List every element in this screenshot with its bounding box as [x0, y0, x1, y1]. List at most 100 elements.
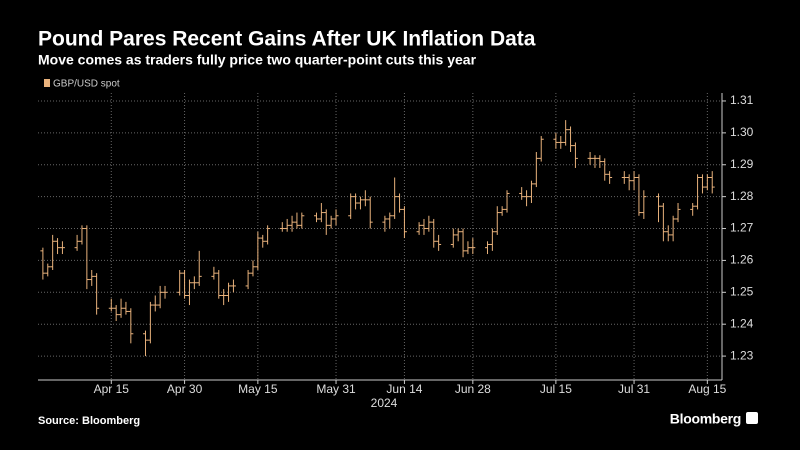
ohlc-bar [186, 279, 192, 306]
ohlc-bar [587, 151, 593, 165]
ohlc-bar [568, 126, 574, 152]
brand-logo: Bloomberg [670, 411, 758, 427]
ohlc-bar [533, 151, 539, 188]
ohlc-bar [558, 136, 564, 149]
ohlc-bar [152, 295, 158, 312]
ohlc-bar [670, 215, 676, 242]
ohlc-bar [353, 193, 359, 210]
ohlc-bar [216, 269, 222, 299]
ohlc-bar [416, 222, 422, 235]
ohlc-bar [704, 174, 710, 191]
x-tick-label: Jul 31 [618, 382, 650, 396]
ohlc-bar [465, 241, 471, 255]
ohlc-bar [147, 301, 153, 344]
ohlc-bar [499, 206, 505, 216]
ohlc-bar [436, 234, 442, 251]
x-tick-label: Apr 15 [94, 382, 130, 396]
ohlc-bar [260, 234, 266, 248]
x-tick-label: May 31 [316, 382, 356, 396]
ohlc-bar [431, 218, 437, 248]
ohlc-bar [289, 215, 295, 232]
ohlc-bar [519, 187, 525, 200]
ohlc-bar [426, 215, 432, 232]
legend-label: GBP/USD spot [53, 79, 120, 90]
y-tick-label: 1.25 [730, 284, 754, 298]
ohlc-bar [504, 190, 510, 213]
ohlc-bar [230, 279, 236, 293]
y-tick-label: 1.30 [730, 125, 754, 139]
ohlc-bar [597, 155, 603, 168]
ohlc-bar [265, 225, 271, 245]
ohlc-bar [538, 136, 544, 162]
ohlc-bar [494, 206, 500, 235]
ohlc-bar [74, 234, 80, 251]
brand-icon [746, 412, 758, 424]
chart-title: Pound Pares Recent Gains After UK Inflat… [38, 28, 536, 51]
ohlc-bar [563, 120, 569, 146]
ohlc-bar [255, 231, 261, 270]
ohlc-bar [460, 228, 466, 258]
ohlc-bar [221, 289, 227, 306]
ohlc-bar [470, 238, 476, 255]
ohlc-bar [113, 305, 119, 322]
ohlc-bar [318, 203, 324, 223]
ohlc-bar [50, 234, 56, 270]
ohlc-bar [94, 273, 100, 315]
ohlc-bar [362, 190, 368, 207]
ohlc-bar [572, 142, 578, 168]
ohlc-bar [397, 193, 403, 213]
chart-subtitle: Move comes as traders fully price two qu… [38, 52, 477, 68]
ohlc-bar [636, 174, 642, 216]
x-axis-label: 2024 [371, 396, 398, 410]
ohlc-bar [665, 225, 671, 242]
ohlc-bar [245, 269, 251, 290]
ohlc-bar [40, 247, 46, 280]
ohlc-bar [123, 301, 129, 315]
plot: 1.23 1.24 1.25 1.26 1.27 1.28 1.29 1.30 1.31 Apr … [38, 93, 754, 396]
ohlc-bar [690, 203, 696, 216]
ohlc-bar [313, 212, 319, 223]
y-tick-label: 1.24 [730, 316, 754, 330]
ohlc-bar [421, 218, 427, 235]
x-tick-label: Aug 15 [688, 382, 726, 396]
ohlc-bar [294, 212, 300, 229]
ohlc-bar [602, 158, 608, 181]
ohlc-bar [84, 225, 90, 290]
ohlc-bar [641, 190, 647, 219]
ohlc-bar [128, 308, 134, 344]
y-tick-label: 1.26 [730, 253, 754, 267]
ohlc-bar [211, 266, 217, 280]
ohlc-bar [182, 269, 188, 299]
ohlc-bar [675, 203, 681, 223]
ohlc-bar [157, 285, 163, 309]
ohlc-bar [626, 174, 632, 191]
y-tick-label: 1.23 [730, 348, 754, 362]
legend: GBP/USD spot [44, 79, 120, 90]
ohlc-bar [348, 193, 354, 219]
ohlc-bar [695, 174, 701, 210]
ohlc-bar [79, 225, 85, 245]
ohlc-bar [699, 174, 705, 194]
ohlc-bar [89, 269, 95, 286]
y-tick-label: 1.28 [730, 189, 754, 203]
y-tick-label: 1.29 [730, 157, 754, 171]
legend-swatch [44, 79, 50, 87]
ohlc-bar [387, 212, 393, 229]
ohlc-bar [357, 196, 363, 210]
x-tick-label: Jun 14 [386, 382, 422, 396]
ohlc-bar [607, 171, 613, 184]
ohlc-bar [118, 298, 124, 318]
ohlc-bar [333, 209, 339, 226]
ohlc-bar [196, 250, 202, 286]
ohlc-bar [323, 209, 329, 235]
x-tick-label: Apr 30 [167, 382, 203, 396]
ohlc-bar [655, 193, 661, 223]
ohlc-bar [226, 282, 232, 302]
ohlc-bar [524, 190, 530, 207]
ohlc-bar [382, 215, 388, 232]
ohlc-bar [299, 212, 305, 229]
ohlc-bar [489, 228, 495, 251]
ohlc-bar [162, 285, 168, 299]
